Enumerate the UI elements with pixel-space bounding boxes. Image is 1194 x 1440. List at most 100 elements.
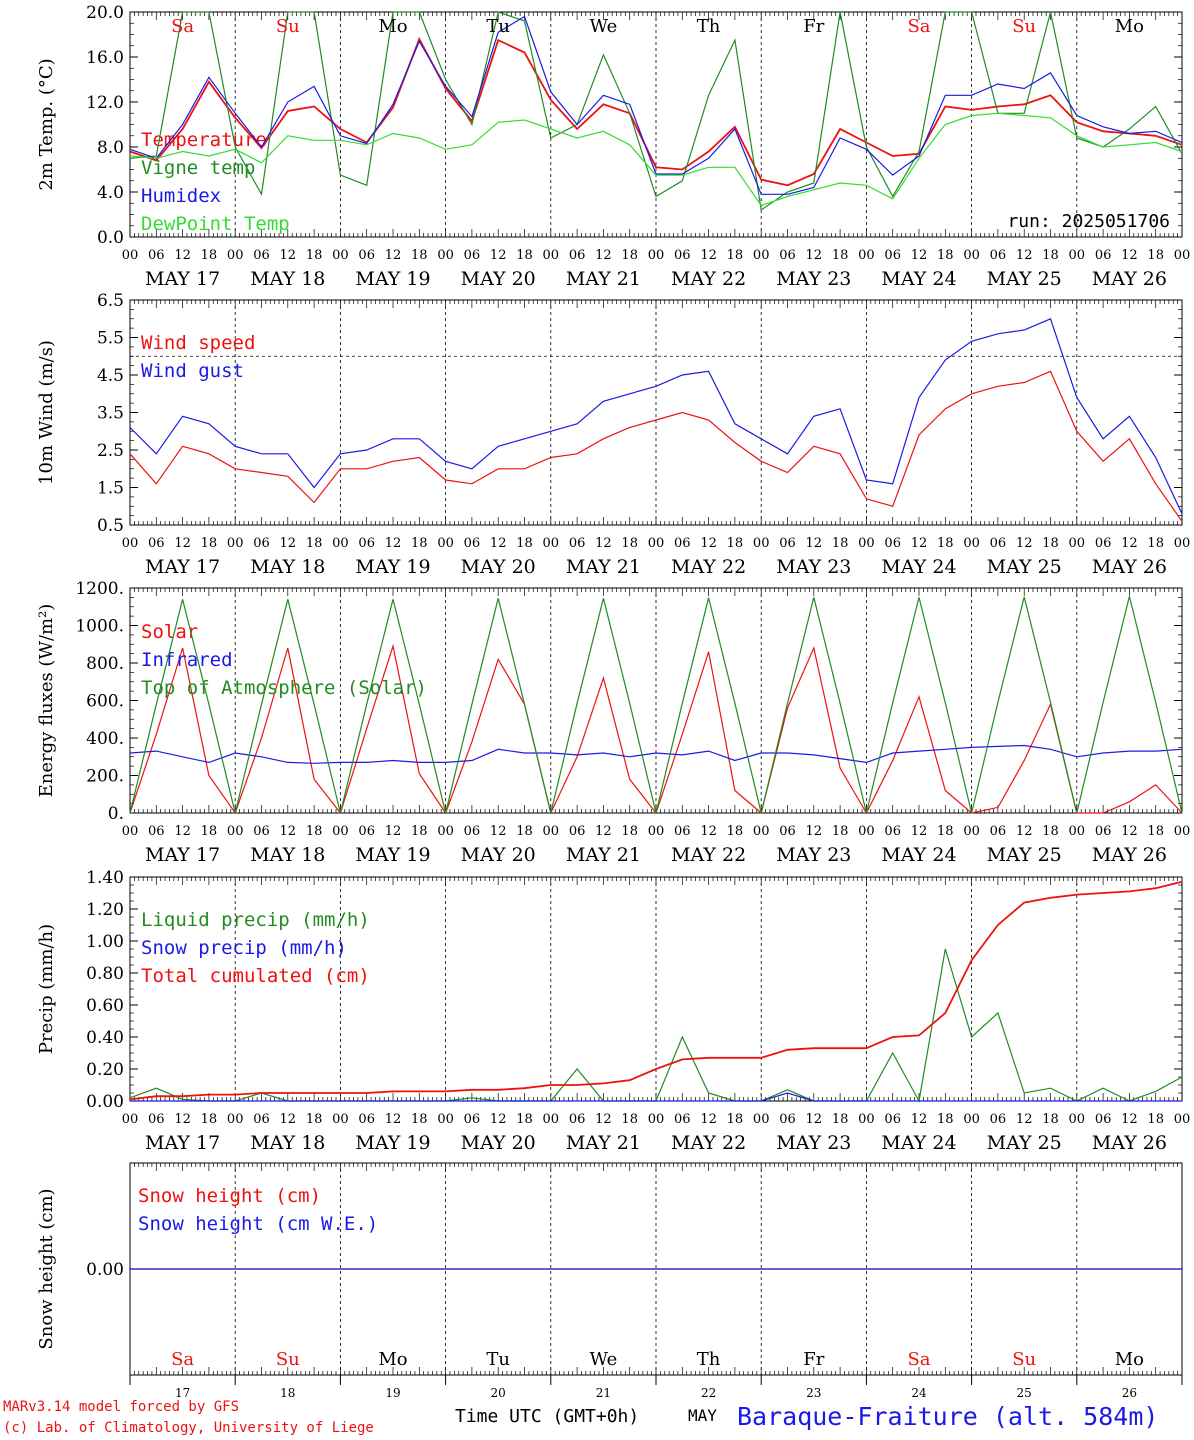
y-tick-label: 6.5 (97, 291, 124, 311)
weekday-label: Su (1012, 1349, 1036, 1370)
hour-label: 00 (437, 824, 454, 839)
weekday-label: Su (276, 16, 300, 37)
hour-label: 06 (1095, 1112, 1112, 1127)
hour-label: 12 (700, 248, 717, 263)
y-tick-label: 1200. (75, 579, 124, 599)
date-label: MAY 24 (881, 556, 956, 578)
date-label: MAY 18 (250, 844, 325, 866)
chart-panel-2: 0.5 1.5 2.5 3.5 4.5 5.5 6.5 10m Wind (m/s) Wind … (36, 291, 1190, 578)
hour-label: 00 (543, 824, 560, 839)
date-label: MAY 25 (987, 268, 1062, 290)
hour-label: 18 (516, 248, 533, 263)
hour-label: 00 (1174, 536, 1191, 551)
hour-label: 06 (464, 824, 481, 839)
hour-label: 06 (674, 824, 691, 839)
hour-label: 18 (727, 824, 744, 839)
hour-label: 18 (201, 536, 218, 551)
hour-label: 18 (1147, 1112, 1164, 1127)
hour-label: 06 (884, 536, 901, 551)
hour-label: 00 (648, 1112, 665, 1127)
day-number: 21 (596, 1386, 611, 1400)
hour-label: 12 (385, 1112, 402, 1127)
y-tick-label: 0.60 (86, 996, 124, 1016)
hour-label: 18 (1147, 824, 1164, 839)
hour-label: 18 (516, 1112, 533, 1127)
weekday-label: We (590, 16, 618, 37)
hour-label: 06 (569, 536, 586, 551)
hour-label: 00 (858, 824, 875, 839)
hour-label: 12 (700, 824, 717, 839)
hour-label: 00 (543, 1112, 560, 1127)
hour-label: 06 (148, 248, 165, 263)
y-tick-label: 400. (86, 729, 124, 749)
date-label: MAY 24 (881, 1132, 956, 1154)
run-label: run: 2025051706 (1007, 211, 1170, 232)
y-tick-label: 2.5 (97, 441, 124, 461)
weekday-label: Sa (171, 16, 194, 37)
legend-entry: Wind speed (141, 332, 255, 354)
series-line-1 (129, 11, 1183, 212)
y-tick-label: 0.40 (86, 1028, 124, 1048)
date-label: MAY 20 (461, 556, 536, 578)
day-number: 23 (806, 1386, 821, 1400)
hour-label: 18 (201, 1112, 218, 1127)
day-number: 19 (385, 1386, 400, 1400)
day-number: 18 (280, 1386, 295, 1400)
hour-label: 18 (1042, 824, 1059, 839)
chart-panel-3: 0. 200. 400. 600. 800. 1000. 1200. Energy fluxe… (36, 579, 1190, 866)
date-label: MAY 23 (776, 1132, 851, 1154)
hour-label: 06 (779, 248, 796, 263)
weekday-label: Sa (907, 1349, 930, 1370)
hour-label: 12 (1016, 248, 1033, 263)
hour-label: 12 (1016, 536, 1033, 551)
hour-label: 18 (937, 1112, 954, 1127)
date-label: MAY 18 (250, 268, 325, 290)
weekday-label: Th (697, 16, 721, 37)
y-tick-label: 1.20 (86, 900, 124, 920)
y-tick-label: 0.00 (86, 1092, 124, 1112)
hour-label: 00 (227, 536, 244, 551)
hour-label: 00 (332, 1112, 349, 1127)
hour-label: 00 (1069, 536, 1086, 551)
y-tick-label: 0. (108, 804, 124, 824)
series-line-2 (129, 15, 1183, 195)
hour-label: 06 (358, 248, 375, 263)
hour-label: 12 (280, 1112, 297, 1127)
date-label: MAY 17 (145, 844, 220, 866)
y-axis-label: Energy fluxes (W/m²) (36, 604, 57, 798)
hour-label: 06 (1095, 248, 1112, 263)
hour-label: 00 (332, 248, 349, 263)
hour-label: 18 (306, 1112, 323, 1127)
hour-label: 12 (1121, 1112, 1138, 1127)
y-tick-label: 200. (86, 767, 124, 787)
hour-label: 18 (201, 824, 218, 839)
hour-label: 12 (1121, 536, 1138, 551)
hour-label: 06 (569, 824, 586, 839)
date-label: MAY 23 (776, 268, 851, 290)
hour-label: 12 (700, 1112, 717, 1127)
hour-label: 00 (437, 536, 454, 551)
weekday-label: Fr (803, 16, 824, 37)
hour-label: 06 (148, 824, 165, 839)
legend-entry: Top of Atmosphere (Solar) (141, 677, 427, 699)
series-line-0 (129, 370, 1183, 522)
hour-label: 18 (1042, 536, 1059, 551)
hour-label: 06 (464, 1112, 481, 1127)
date-label: MAY 26 (1092, 268, 1167, 290)
series-line-1 (129, 317, 1183, 515)
date-label: MAY 22 (671, 844, 746, 866)
y-tick-label: 1.00 (86, 932, 124, 952)
hour-label: 00 (1069, 248, 1086, 263)
hour-label: 06 (253, 536, 270, 551)
series-line-0 (129, 36, 1183, 187)
hour-label: 12 (174, 824, 191, 839)
series-line-1 (130, 1092, 1182, 1102)
date-label: MAY 18 (250, 556, 325, 578)
hour-label: 18 (1147, 536, 1164, 551)
hour-label: 00 (437, 248, 454, 263)
hour-label: 18 (306, 824, 323, 839)
series-line-2 (129, 880, 1183, 1101)
hour-label: 18 (411, 1112, 428, 1127)
date-label: MAY 17 (145, 1132, 220, 1154)
hour-label: 06 (358, 1112, 375, 1127)
